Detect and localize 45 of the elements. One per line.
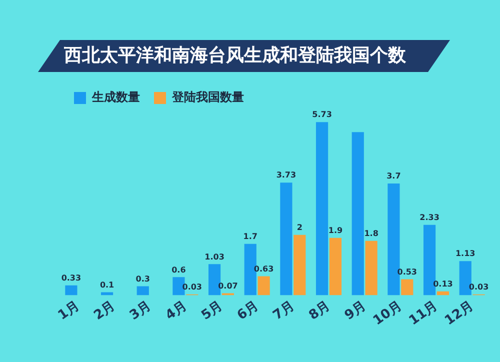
x-tick-label: 6月 (234, 298, 262, 324)
x-tick-label: 2月 (91, 298, 118, 324)
data-label: 1.8 (364, 228, 379, 238)
data-label: 0.13 (433, 279, 453, 288)
x-tick-label: 4月 (163, 298, 190, 324)
data-label: 1.9 (328, 226, 343, 235)
bar (352, 132, 364, 296)
data-label: 0.03 (182, 282, 202, 292)
legend-label: 生成数量 (91, 90, 140, 104)
data-label: 0.6 (172, 265, 186, 274)
data-label: 0.07 (218, 281, 238, 290)
data-label: 1.7 (243, 232, 258, 242)
data-label: 2 (296, 222, 302, 232)
data-label: 0.63 (254, 264, 274, 274)
data-label: 5.73 (312, 110, 332, 120)
data-label: 0.1 (100, 280, 115, 290)
data-label: 1.03 (204, 252, 224, 262)
x-tick-label: 7月 (270, 298, 298, 324)
data-label: 0.03 (468, 282, 489, 292)
data-label: 3.73 (276, 170, 296, 180)
bar (401, 279, 414, 296)
x-tick-label: 8月 (306, 298, 334, 324)
bar (294, 234, 306, 296)
bar (329, 238, 342, 296)
x-tick-label: 1月 (56, 298, 82, 324)
bar (258, 276, 270, 296)
legend-label: 登陆我国数量 (171, 90, 244, 104)
bar (316, 122, 328, 296)
data-label: 0.33 (61, 273, 82, 282)
x-tick-label: 3月 (127, 298, 154, 324)
x-tick-label: 5月 (198, 298, 226, 324)
x-tick-label: 10月 (370, 298, 405, 329)
x-tick-label: 11月 (406, 298, 441, 329)
data-label: 0.3 (136, 274, 150, 284)
chart-title: 西北太平洋和南海台风生成和登陆我国个数 (38, 40, 450, 72)
x-tick-label: 9月 (342, 298, 369, 324)
data-label: 3.7 (386, 172, 401, 181)
bar (365, 240, 378, 296)
bar (280, 182, 292, 296)
data-label: 0.53 (397, 267, 418, 276)
x-tick-label: 12月 (442, 298, 476, 329)
data-label: 2.33 (420, 212, 440, 222)
data-label: 1.13 (455, 249, 476, 258)
bar (65, 285, 78, 296)
bar (136, 286, 149, 296)
